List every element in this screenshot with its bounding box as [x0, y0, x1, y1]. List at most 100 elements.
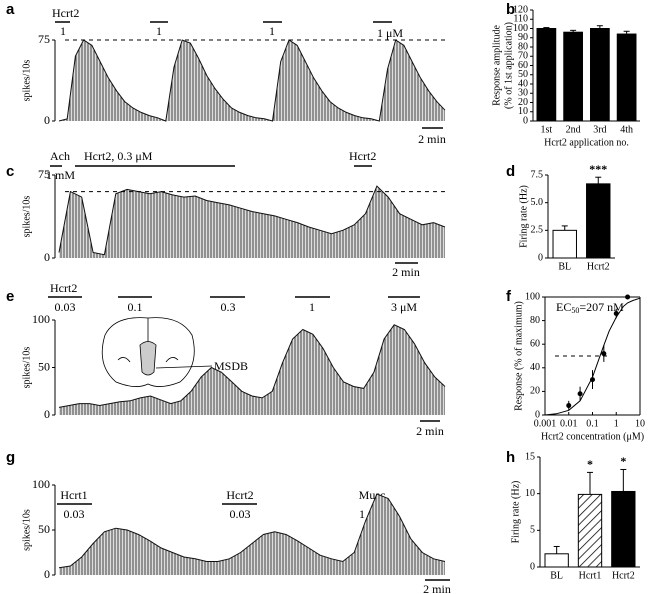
- x-axis-label: Hcrt2 application no.: [544, 137, 629, 148]
- y-axis-label: spikes/10s: [21, 347, 32, 389]
- y-tick-label: 0: [44, 250, 50, 264]
- stim-label: 1: [60, 24, 66, 38]
- y-tick-label: 110: [513, 14, 528, 25]
- x-tick-label: BL: [550, 570, 563, 581]
- point: [577, 391, 583, 397]
- y-tick-label: 70: [518, 51, 528, 62]
- scale-label: 2 min: [418, 132, 446, 146]
- x-tick-label: 0.01: [560, 418, 578, 429]
- y-tick-label: 75: [38, 32, 50, 46]
- y-tick-label: 100: [32, 477, 50, 491]
- panel-letter: d: [506, 163, 515, 180]
- y-axis-label: spikes/10s: [21, 196, 32, 238]
- panel-letter: c: [6, 163, 14, 180]
- panel-letter: a: [6, 1, 15, 18]
- y-tick-label: 50: [38, 359, 50, 373]
- y-tick-label: 15: [525, 451, 535, 462]
- significance: ***: [589, 162, 607, 176]
- y-tick-label: 100: [32, 312, 50, 326]
- y-tick-label: 0: [538, 252, 543, 263]
- y-tick-label: 0: [44, 567, 50, 581]
- trace: [58, 493, 446, 569]
- bar: [586, 183, 611, 259]
- x-tick-label: Hcrt1: [579, 570, 602, 581]
- stim-label: 3 μM: [391, 300, 417, 314]
- point: [601, 351, 607, 357]
- point: [613, 311, 619, 317]
- y-tick-label: 10: [518, 106, 528, 117]
- y-tick-label: 0: [44, 113, 50, 127]
- trace: [58, 39, 446, 122]
- bar: [590, 28, 610, 122]
- scale-label: 2 min: [423, 582, 451, 594]
- y-tick-label: 90: [518, 32, 528, 43]
- y-axis-label: spikes/10s: [21, 60, 32, 102]
- stim-label: 0.03: [64, 507, 85, 521]
- y-tick-label: 5: [530, 525, 535, 536]
- stim-label: Hcrt2, 0.3 μM: [84, 149, 153, 163]
- y-tick-label: 120: [513, 4, 528, 15]
- scale-label: 2 min: [392, 265, 420, 279]
- y-tick-label: 50: [38, 522, 50, 536]
- x-tick-label: 1: [614, 418, 619, 429]
- y-tick-label: 50: [518, 69, 528, 80]
- y-tick-label: 80: [530, 315, 540, 326]
- y-tick-label: 5.0: [531, 197, 544, 208]
- fit-curve: [544, 297, 641, 416]
- stim-label: 0.03: [55, 300, 76, 314]
- y-axis-label: (% of 1st application): [503, 22, 514, 109]
- y-tick-label: 20: [518, 97, 528, 108]
- y-axis-label: Response amplitude: [491, 25, 502, 106]
- y-tick-label: 60: [518, 60, 528, 71]
- y-tick-label: 7.5: [531, 169, 544, 180]
- x-tick-label: 4th: [620, 124, 633, 135]
- x-tick-label: 1st: [541, 124, 553, 135]
- y-tick-label: 0: [523, 115, 528, 126]
- panel-letter: f: [506, 288, 512, 305]
- brain-inset: [101, 317, 213, 387]
- stim-label: Hcrt2: [349, 149, 376, 163]
- stim-label: 1: [156, 24, 162, 38]
- scale-label: 2 min: [416, 424, 444, 438]
- ec50-label: EC50=207 nM: [556, 300, 624, 315]
- trace-area: [59, 186, 445, 258]
- x-tick-label: 3rd: [593, 124, 606, 135]
- y-tick-label: 20: [530, 386, 540, 397]
- y-tick-label: 2.5: [531, 225, 544, 236]
- stim-label: 1: [309, 300, 315, 314]
- y-tick-label: 75: [38, 167, 50, 181]
- significance: *: [587, 457, 593, 471]
- stim-label: 1 mM: [46, 168, 75, 182]
- y-tick-label: 80: [518, 41, 528, 52]
- x-tick-label: Hcrt2: [612, 570, 635, 581]
- x-axis-label: Hcrt2 concentration (μM): [541, 431, 644, 442]
- y-tick-label: 100: [525, 291, 540, 302]
- stim-label: 0.03: [230, 507, 251, 521]
- panel-letter: b: [506, 1, 515, 18]
- x-tick-label: 10: [635, 418, 645, 429]
- stim-label: Ach: [50, 149, 70, 163]
- trace: [58, 185, 446, 256]
- trace-area: [59, 494, 445, 575]
- stim-label: Hcrt1: [60, 488, 87, 502]
- stim-label: Hcrt2: [226, 488, 253, 502]
- y-axis-label: Firing rate (Hz): [518, 185, 529, 248]
- x-tick-label: 0.1: [586, 418, 599, 429]
- y-tick-label: 100: [513, 23, 528, 34]
- y-axis-label: Response (% of maximum): [513, 301, 524, 411]
- stim-label: 0.3: [221, 300, 236, 314]
- inset-label: MSDB: [214, 359, 248, 373]
- y-tick-label: 60: [530, 338, 540, 349]
- stim-label: Hcrt2: [50, 281, 77, 295]
- y-tick-label: 0: [530, 561, 535, 572]
- point: [566, 403, 572, 409]
- panel-letter: g: [6, 449, 15, 466]
- trace-area: [59, 324, 445, 415]
- bar: [536, 28, 557, 122]
- y-tick-label: 40: [518, 78, 528, 89]
- stim-label: 0.1: [128, 300, 143, 314]
- bar: [552, 229, 577, 259]
- stim-label: 1 μM: [377, 26, 403, 40]
- y-tick-label: 0: [44, 407, 50, 421]
